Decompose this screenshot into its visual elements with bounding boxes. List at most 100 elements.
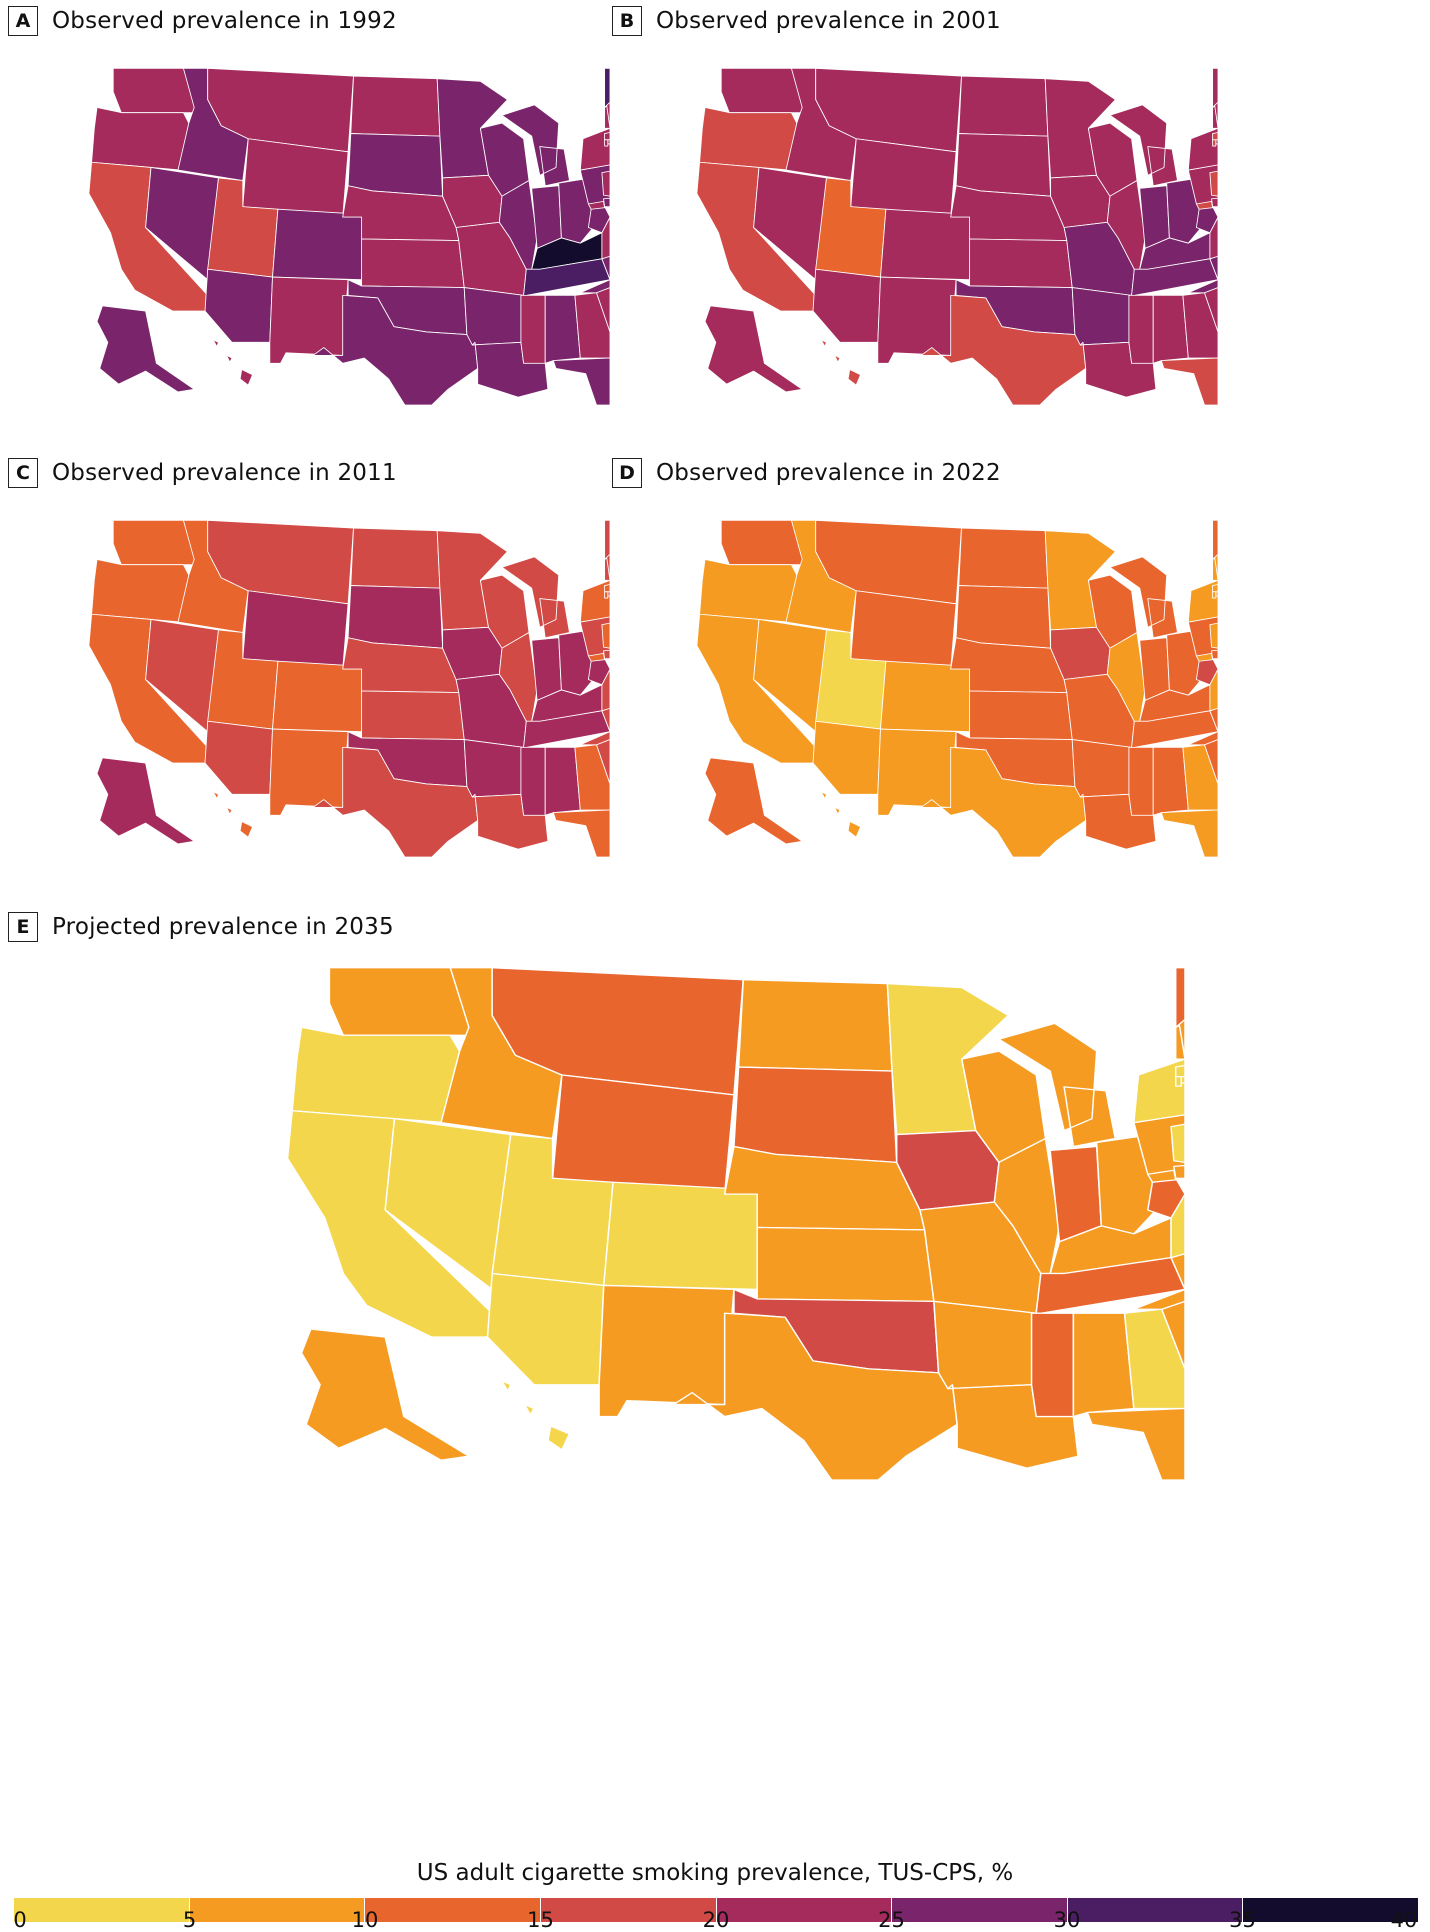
legend-bin-30-35 (1067, 1898, 1244, 1922)
state-ak (96, 757, 195, 845)
panel-b-letter: B (612, 6, 642, 36)
state-al (1152, 294, 1189, 364)
legend-tick-10: 10 (351, 1908, 379, 1932)
state-ct (604, 139, 609, 147)
state-az (204, 268, 273, 343)
panel-d-title: Observed prevalence in 2022 (656, 460, 1001, 486)
state-ga (574, 292, 610, 359)
state-fl (1160, 357, 1218, 405)
state-fl (1160, 809, 1218, 857)
state-me (604, 519, 610, 560)
legend-color-bar (14, 1898, 1418, 1922)
state-in (1139, 185, 1170, 249)
state-az (204, 720, 273, 795)
panel-e-header: E Projected prevalence in 2035 (8, 912, 394, 942)
state-mi (501, 556, 570, 639)
state-ms (520, 294, 546, 364)
state-wy (242, 138, 349, 218)
state-nc (579, 255, 610, 294)
panel-d-header: D Observed prevalence in 2022 (612, 458, 1001, 488)
state-sd (955, 133, 1052, 197)
state-ar (463, 287, 525, 346)
state-ks (969, 690, 1073, 740)
state-ma (1174, 1064, 1185, 1078)
state-wy (242, 590, 349, 670)
state-co (272, 208, 365, 281)
state-nd (350, 75, 441, 137)
state-mi (1109, 556, 1178, 639)
map-panel-d (678, 502, 1218, 857)
legend-tick-25: 25 (878, 1908, 905, 1932)
state-md (587, 652, 606, 662)
state-ma (1212, 584, 1218, 593)
state-ma (1212, 132, 1218, 141)
state-al (544, 294, 581, 364)
state-nc (1187, 255, 1218, 294)
state-or (291, 1026, 461, 1124)
state-sd (733, 1066, 898, 1163)
map-panel-b (678, 50, 1218, 405)
state-md (587, 200, 606, 210)
state-sd (347, 585, 444, 649)
legend-tick-0: 0 (13, 1908, 27, 1932)
state-fl (552, 809, 610, 857)
state-ny (1187, 127, 1218, 171)
state-in (1049, 1145, 1103, 1243)
state-ms (1128, 746, 1154, 816)
state-or (91, 559, 190, 623)
state-nm (598, 1284, 735, 1418)
panel-e-letter: E (8, 912, 38, 942)
state-tx (672, 1312, 958, 1480)
state-nm (877, 728, 957, 816)
state-ms (520, 746, 546, 816)
state-me (1174, 967, 1185, 1028)
state-mi (1109, 104, 1178, 187)
legend-tick-35: 35 (1229, 1908, 1256, 1932)
state-tx (312, 294, 479, 405)
panel-c-header: C Observed prevalence in 2011 (8, 458, 397, 488)
legend-tick-5: 5 (182, 1908, 197, 1932)
us-map-2035 (286, 967, 1185, 1480)
legend-title: US adult cigarette smoking prevalence, T… (416, 1860, 1014, 1886)
state-nj (1209, 170, 1218, 197)
state-nc (1187, 707, 1218, 746)
state-hi (500, 1380, 571, 1451)
map-panel-e (255, 940, 1185, 1480)
state-hi (212, 791, 253, 838)
state-fl (552, 357, 610, 405)
state-md (1147, 1169, 1177, 1183)
legend-bin-15-20 (540, 1898, 717, 1922)
panel-e-title: Projected prevalence in 2035 (52, 914, 394, 940)
state-ak (300, 1328, 470, 1461)
us-map-2001 (696, 67, 1218, 405)
state-nm (269, 276, 349, 364)
state-ks (361, 690, 465, 740)
state-al (1152, 746, 1189, 816)
state-ks (969, 238, 1073, 288)
state-hi (820, 791, 861, 838)
us-map-2011 (88, 519, 610, 857)
state-ks (756, 1226, 935, 1302)
state-az (812, 268, 881, 343)
panel-a-letter: A (8, 6, 38, 36)
legend-bin-10-15 (365, 1898, 541, 1922)
color-legend: US adult cigarette smoking prevalence, T… (0, 1860, 1430, 1927)
state-ak (704, 757, 803, 845)
state-sd (955, 585, 1052, 649)
state-ny (579, 127, 610, 171)
state-ar (1071, 287, 1133, 346)
legend-bin-35-40 (1243, 1898, 1418, 1922)
state-nd (737, 979, 893, 1072)
state-nj (1209, 622, 1218, 649)
panel-d-letter: D (612, 458, 642, 488)
us-map-1992 (88, 67, 610, 405)
state-ks (361, 238, 465, 288)
panel-a-header: A Observed prevalence in 1992 (8, 6, 397, 36)
state-nm (877, 276, 957, 364)
legend-bin-0-5 (14, 1898, 190, 1922)
state-nj (1170, 1123, 1185, 1163)
state-ms (1128, 294, 1154, 364)
state-nj (601, 622, 610, 649)
state-tx (312, 746, 479, 857)
state-ct (1212, 591, 1217, 599)
